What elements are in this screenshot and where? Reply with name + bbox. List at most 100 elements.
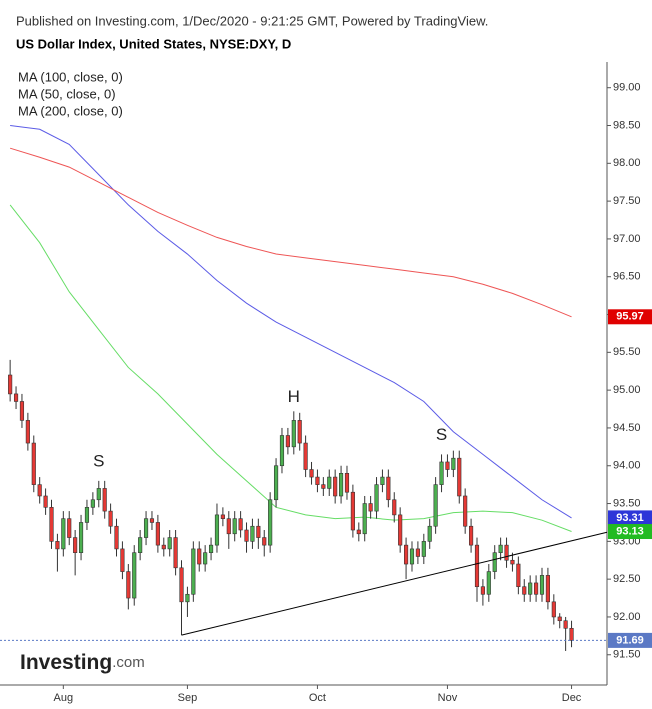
price-label: 91.69 bbox=[616, 634, 644, 646]
legend-entry: MA (50, close, 0) bbox=[18, 86, 116, 101]
candle-body bbox=[469, 525, 474, 546]
candle-body bbox=[179, 567, 184, 603]
y-tick-label: 93.50 bbox=[613, 497, 641, 509]
candle-body bbox=[55, 541, 60, 550]
candle-body bbox=[185, 593, 190, 603]
candle-body bbox=[108, 510, 113, 527]
candle-body bbox=[368, 503, 373, 512]
header: Published on Investing.com, 1/Dec/2020 -… bbox=[16, 13, 488, 28]
legend-entry: MA (100, close, 0) bbox=[18, 69, 123, 84]
candle-body bbox=[398, 514, 403, 546]
candle-body bbox=[214, 514, 220, 546]
y-tick-label: 92.50 bbox=[613, 573, 641, 585]
candle-body bbox=[551, 601, 556, 618]
y-tick-label: 96.50 bbox=[613, 271, 641, 283]
candle-body bbox=[427, 525, 432, 542]
y-tick-label: 94.00 bbox=[613, 460, 641, 472]
candle-body bbox=[268, 499, 273, 546]
x-tick-label: Sep bbox=[178, 692, 198, 704]
price-label: 93.31 bbox=[616, 512, 644, 524]
candle-body bbox=[504, 544, 509, 561]
candle-body bbox=[327, 476, 332, 489]
candle-body bbox=[273, 465, 279, 501]
y-tick-label: 99.00 bbox=[613, 82, 641, 94]
y-tick-label: 94.50 bbox=[613, 422, 641, 434]
y-tick-label: 98.50 bbox=[613, 119, 641, 131]
candle-body bbox=[522, 586, 527, 595]
candle-body bbox=[84, 507, 90, 523]
candle-body bbox=[539, 575, 545, 595]
y-tick-label: 92.00 bbox=[613, 611, 641, 623]
price-label: 95.97 bbox=[616, 311, 644, 323]
candle-body bbox=[534, 582, 539, 595]
candle-body bbox=[338, 473, 344, 497]
candle-body bbox=[474, 544, 480, 588]
y-tick-label: 98.00 bbox=[613, 157, 641, 169]
candle-body bbox=[226, 518, 231, 535]
candle-body bbox=[480, 586, 485, 595]
candle-body bbox=[362, 503, 367, 535]
candle-body bbox=[149, 518, 155, 523]
annotation: S bbox=[436, 425, 447, 444]
logo-suffix: .com bbox=[112, 654, 145, 671]
candle-body bbox=[61, 518, 66, 550]
candle-body bbox=[8, 374, 13, 395]
candle-body bbox=[321, 484, 326, 489]
candle-body bbox=[250, 525, 255, 542]
candle-body bbox=[374, 484, 379, 512]
candle-body bbox=[49, 507, 54, 542]
moving-average bbox=[10, 125, 572, 519]
x-tick-label: Aug bbox=[54, 692, 74, 704]
logo: Investing.com bbox=[20, 651, 145, 674]
candle-body bbox=[126, 571, 131, 599]
candle-body bbox=[356, 529, 361, 535]
candle-body bbox=[31, 442, 36, 485]
candle-body bbox=[421, 541, 426, 557]
candle-body bbox=[445, 461, 450, 470]
moving-average bbox=[9, 204, 572, 532]
candle-body bbox=[173, 537, 178, 569]
candle-body bbox=[315, 476, 320, 485]
trendline bbox=[181, 531, 608, 636]
candle-body bbox=[486, 571, 491, 595]
candle-body bbox=[386, 476, 391, 501]
candle-body bbox=[510, 559, 515, 565]
candle-body bbox=[143, 518, 149, 538]
candle-body bbox=[545, 575, 550, 603]
candle-body bbox=[25, 420, 30, 444]
candle-body bbox=[220, 514, 225, 519]
candle-body bbox=[232, 518, 237, 535]
candle-body bbox=[78, 522, 84, 553]
legend-entry: MA (200, close, 0) bbox=[18, 103, 123, 118]
candle-body bbox=[262, 537, 267, 546]
candle-body bbox=[208, 544, 214, 553]
logo-name: Investing bbox=[20, 651, 112, 674]
candle-body bbox=[380, 476, 385, 485]
price-label-box bbox=[608, 510, 652, 526]
price-label-box bbox=[608, 309, 652, 325]
moving-average bbox=[9, 147, 572, 318]
candle-body bbox=[67, 518, 72, 538]
candle-body bbox=[492, 552, 497, 572]
candle-body bbox=[132, 552, 137, 599]
candle-body bbox=[90, 499, 95, 508]
candle-body bbox=[569, 627, 574, 641]
annotation: H bbox=[288, 387, 300, 406]
candle-body bbox=[291, 420, 296, 448]
candle-body bbox=[155, 522, 160, 546]
candle-body bbox=[457, 457, 462, 497]
candle-body bbox=[409, 548, 415, 565]
candle-body bbox=[392, 499, 397, 516]
x-tick-label: Dec bbox=[562, 692, 582, 704]
candle-body bbox=[238, 518, 243, 531]
candle-body bbox=[43, 495, 48, 508]
candle-body bbox=[167, 537, 172, 550]
price-label-box bbox=[608, 524, 652, 540]
candle-body bbox=[256, 525, 261, 538]
candle-body bbox=[203, 552, 208, 565]
candle-body bbox=[528, 582, 533, 595]
candle-body bbox=[279, 435, 285, 467]
y-tick-label: 97.50 bbox=[613, 195, 641, 207]
x-tick-label: Oct bbox=[309, 692, 326, 704]
